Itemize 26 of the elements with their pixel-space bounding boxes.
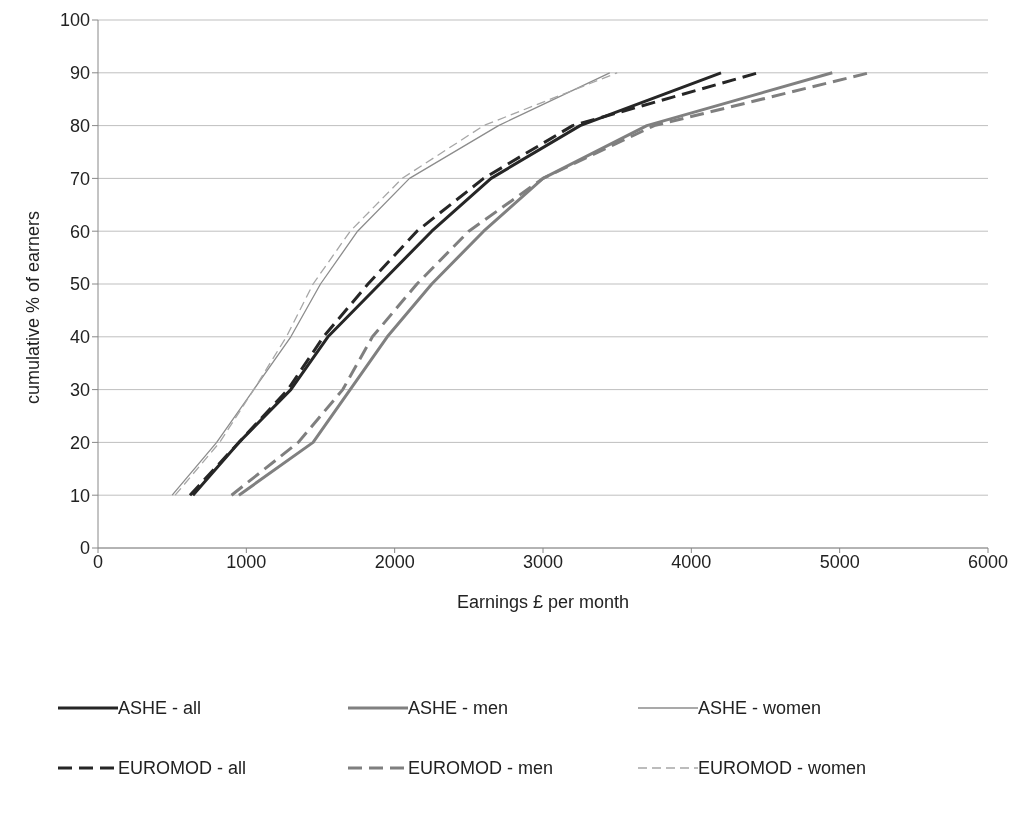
- y-tick-label: 50: [69, 274, 90, 295]
- x-tick-label: 2000: [374, 551, 415, 572]
- y-tick-label: 70: [69, 168, 90, 189]
- y-tick-label: 60: [69, 221, 90, 242]
- x-tick-label: 0: [92, 551, 104, 572]
- y-tick-label: 10: [69, 485, 90, 506]
- x-tick-label: 5000: [819, 551, 860, 572]
- x-tick-label: 4000: [671, 551, 712, 572]
- y-tick-label: 30: [69, 379, 90, 400]
- legend-label: EUROMOD - all: [118, 757, 247, 779]
- x-axis-title: Earnings £ per month: [456, 592, 630, 612]
- legend-label: EUROMOD - women: [698, 757, 867, 779]
- legend-label: ASHE - men: [408, 697, 509, 719]
- legend-label: ASHE - all: [118, 697, 202, 719]
- y-tick-label: 100: [59, 10, 90, 31]
- y-tick-label: 40: [69, 327, 90, 348]
- legend-label: EUROMOD - men: [408, 757, 554, 779]
- y-tick-label: 90: [69, 63, 90, 84]
- y-axis-title: cumulative % of earners: [23, 210, 44, 404]
- y-tick-label: 0: [79, 538, 90, 559]
- x-tick-label: 1000: [226, 551, 267, 572]
- legend-label: ASHE - women: [698, 697, 822, 719]
- x-tick-label: 3000: [522, 551, 564, 572]
- y-tick-label: 80: [69, 115, 90, 136]
- x-tick-label: 6000: [967, 551, 1009, 572]
- y-tick-label: 20: [69, 432, 90, 453]
